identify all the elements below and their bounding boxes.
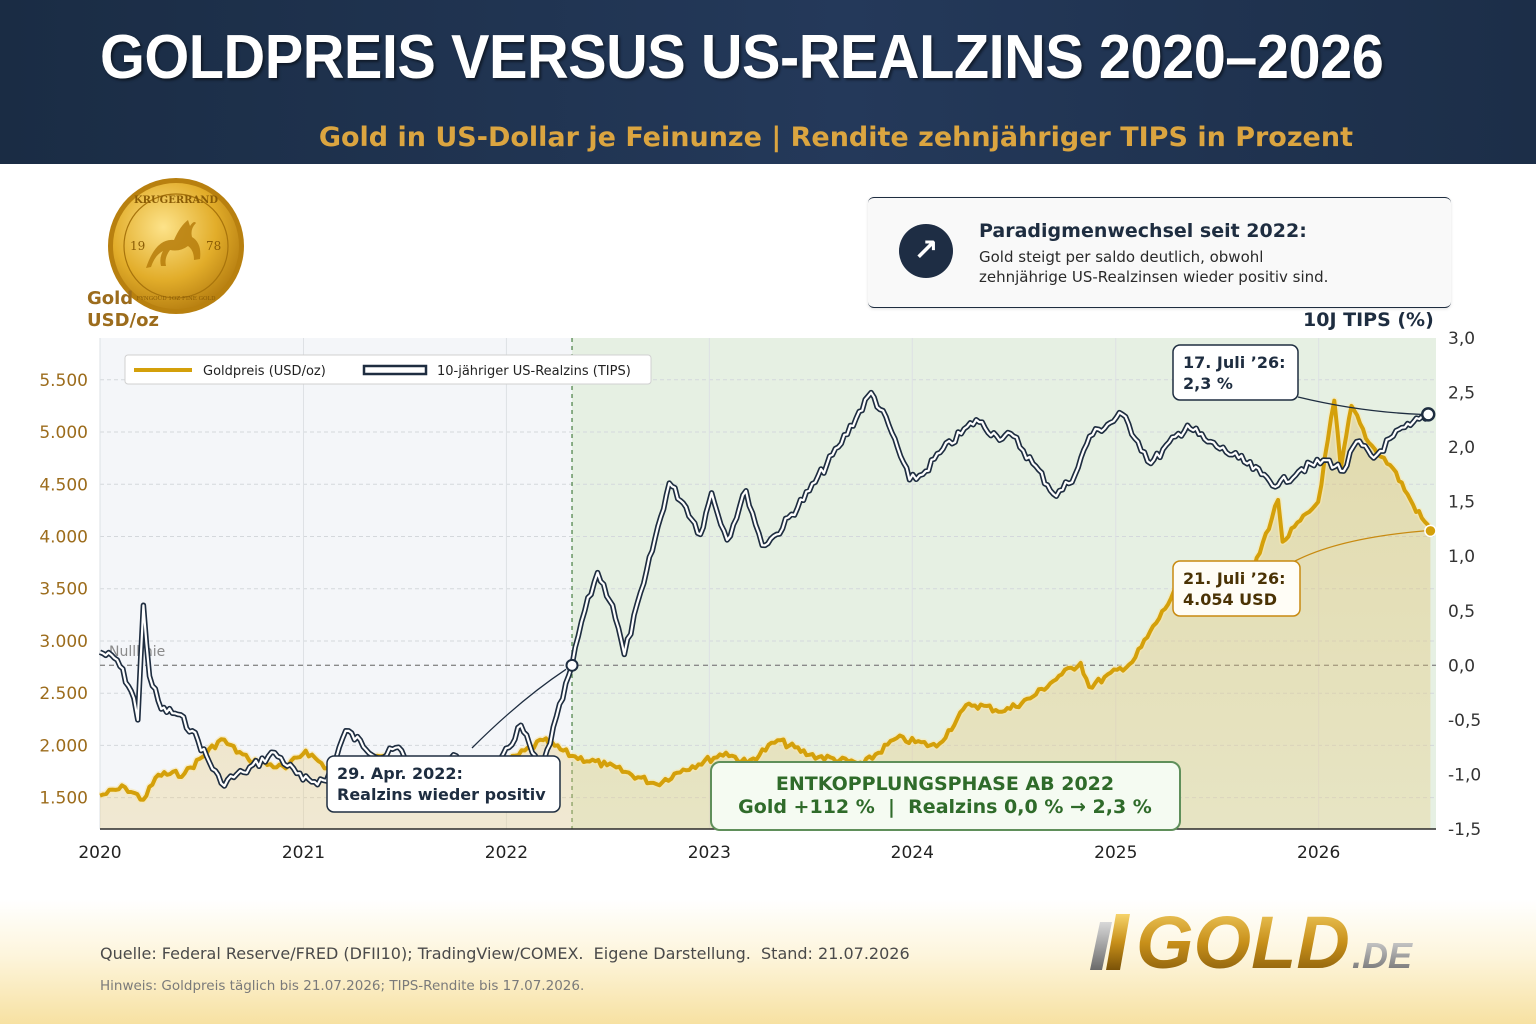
footer-band [0,900,1536,1024]
annotation-2022-date: 29. Apr. 2022: [337,764,463,783]
tips-marker-end [1421,407,1436,422]
right-tick-label: 1,0 [1448,547,1475,567]
logo-suffix: .DE [1352,935,1413,976]
coin-year-right: 78 [206,239,221,253]
annotation-tips-date: 17. Juli ’26: [1183,353,1286,372]
x-tick-label: 2022 [485,843,528,863]
left-tick-label: 5.500 [39,371,88,391]
right-axis-unit: 10J TIPS (%) [1303,309,1434,331]
page-subtitle: Gold in US-Dollar je Feinunze | Rendite … [318,122,1353,153]
annotation-connector-3 [1294,530,1425,562]
gold-de-logo: GOLD .DE [1090,901,1413,980]
tips-line [99,391,1430,796]
x-tick-label: 2024 [891,843,934,863]
right-tick-label: 1,5 [1448,493,1475,513]
x-tick-label: 2020 [78,843,121,863]
right-tick-label: 2,0 [1448,438,1475,458]
x-axis-ticks: 2020 2021 2022 2023 2024 2025 2026 [78,843,1340,863]
right-tick-label: 0,0 [1448,656,1475,676]
annotation-connector-2 [1297,396,1422,416]
x-tick-label: 2023 [688,843,731,863]
footnote-text: Hinweis: Goldpreis täglich bis 21.07.202… [100,978,585,994]
left-axis-unit-line2: USD/oz [87,310,159,331]
page-title: GOLDPREIS VERSUS US-REALZINS 2020–2026 [100,23,1384,92]
x-tick-label: 2026 [1297,843,1340,863]
right-tick-label: 3,0 [1448,329,1475,349]
annotation-connector-1 [471,668,567,749]
right-tick-label: -0,5 [1448,711,1481,731]
left-axis-ticks: 1.500 2.000 2.500 3.000 3.500 4.000 4.500 5.000… [39,371,88,809]
left-tick-label: 3.500 [39,580,88,600]
left-axis-unit: Gold USD/oz [87,288,159,332]
left-tick-label: 4.000 [39,527,88,547]
info-box: ↗ Paradigmenwechsel seit 2022: Gold stei… [868,197,1451,308]
annotation-tips-value: 2,3 % [1183,374,1233,393]
annotation-gold-date: 21. Juli ’26: [1183,569,1286,588]
right-tick-label: 0,5 [1448,602,1475,622]
x-tick-label: 2021 [282,843,325,863]
right-axis-ticks: -1,5 -1,0 -0,5 0,0 0,5 1,0 1,5 2,0 2,5 3,0 [1448,329,1481,840]
legend-tips-swatch [362,364,428,376]
krugerrand-coin-icon: KRUGERRAND 19 78 FYNGOUD 1OZ FINE GOLD [108,178,244,314]
coin-bottom-text: FYNGOUD 1OZ FINE GOLD [136,296,216,302]
x-tick-label: 2025 [1094,843,1137,863]
phase-box: ENTKOPPLUNGSPHASE AB 2022 Gold +112 % | … [710,761,1181,831]
coin-year-left: 19 [130,239,145,253]
left-tick-label: 5.000 [39,423,88,443]
info-box-line1: Gold steigt per saldo deutlich, obwohl [979,248,1264,266]
gold-marker-end [1424,524,1437,538]
right-tick-label: 2,5 [1448,384,1475,404]
phase-box-line2: Gold +112 % | Realzins 0,0 % → 2,3 % [738,796,1152,818]
info-box-heading: Paradigmenwechsel seit 2022: [979,220,1307,242]
annotation-tips-end: 17. Juli ’26: 2,3 % [1172,344,1299,401]
tips-marker-2022 [565,658,579,672]
zero-line-label: Nulllinie [109,644,165,660]
coin-top-text: KRUGERRAND [134,195,218,206]
left-tick-label: 1.500 [39,789,88,809]
info-box-line2: zehnjährige US-Realzinsen wieder positiv… [979,268,1329,286]
trend-up-arrow-icon: ↗ [899,224,953,278]
logo-text: GOLD [1136,901,1350,980]
annotation-gold-value: 4.054 USD [1183,590,1277,609]
legend-tips-label: 10-jähriger US-Realzins (TIPS) [437,364,631,379]
left-tick-label: 2.000 [39,736,88,756]
annotation-2022-text: Realzins wieder positiv [337,785,546,804]
left-tick-label: 2.500 [39,684,88,704]
source-text: Quelle: Federal Reserve/FRED (DFII10); T… [100,944,910,963]
legend-gold-label: Goldpreis (USD/oz) [203,364,326,379]
left-axis-unit-line1: Gold [87,288,134,309]
left-tick-label: 3.000 [39,632,88,652]
left-tick-label: 4.500 [39,475,88,495]
annotation-2022: 29. Apr. 2022: Realzins wieder positiv [326,755,561,813]
gold-area [100,400,1431,829]
phase-box-line1: ENTKOPPLUNGSPHASE AB 2022 [776,773,1114,795]
plot-background-pre [100,338,573,829]
right-tick-label: -1,0 [1448,765,1481,785]
annotation-gold-end: 21. Juli ’26: 4.054 USD [1172,560,1301,617]
right-tick-label: -1,5 [1448,820,1481,840]
header-bar: GOLDPREIS VERSUS US-REALZINS 2020–2026 G… [0,0,1536,164]
